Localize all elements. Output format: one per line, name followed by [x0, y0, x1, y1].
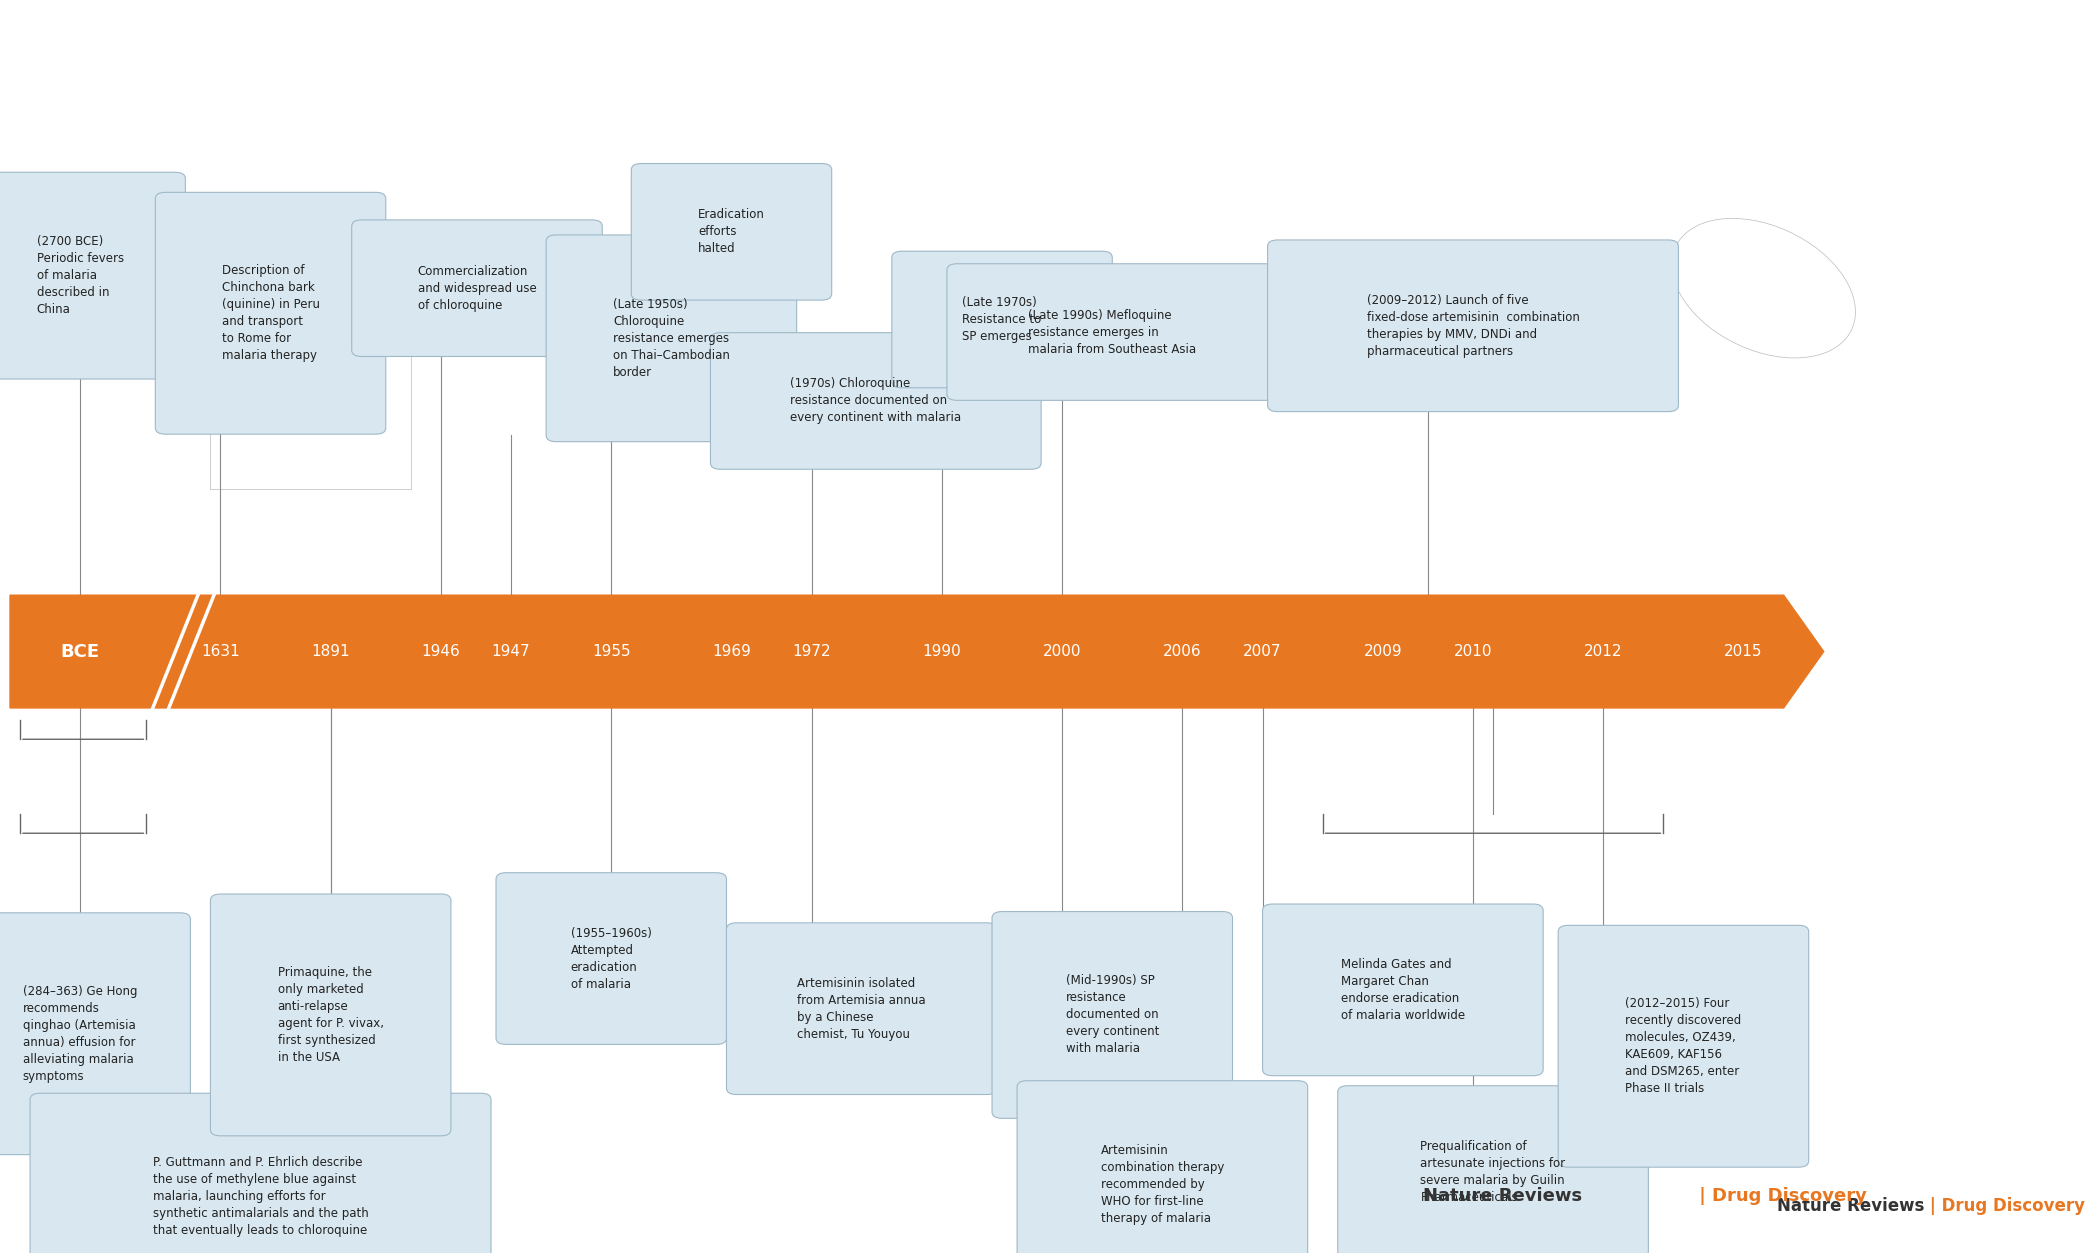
FancyBboxPatch shape	[351, 221, 603, 357]
Text: (Mid-1990s) SP
resistance
documented on
every continent
with malaria: (Mid-1990s) SP resistance documented on …	[1065, 975, 1159, 1055]
Text: 2009: 2009	[1363, 644, 1403, 659]
FancyBboxPatch shape	[710, 333, 1042, 469]
Text: | Drug Discovery: | Drug Discovery	[1693, 1188, 1867, 1205]
FancyBboxPatch shape	[1016, 1080, 1308, 1253]
Text: 1972: 1972	[792, 644, 832, 659]
Text: | Drug Discovery: | Drug Discovery	[1924, 1198, 2085, 1215]
Text: 2007: 2007	[1243, 644, 1281, 659]
Text: (Late 1970s)
Resistance to
SP emerges: (Late 1970s) Resistance to SP emerges	[962, 296, 1042, 343]
FancyBboxPatch shape	[727, 922, 998, 1095]
FancyBboxPatch shape	[155, 193, 386, 435]
Text: (Late 1990s) Mefloquine
resistance emerges in
malaria from Southeast Asia: (Late 1990s) Mefloquine resistance emerg…	[1029, 308, 1197, 356]
Text: 2015: 2015	[1724, 644, 1762, 659]
Text: 1955: 1955	[592, 644, 630, 659]
Text: (Late 1950s)
Chloroquine
resistance emerges
on Thai–Cambodian
border: (Late 1950s) Chloroquine resistance emer…	[613, 298, 731, 378]
Text: 1631: 1631	[202, 644, 239, 659]
Text: Prequalification of
artesunate injections for
severe malaria by Guilin
Pharmaceu: Prequalification of artesunate injection…	[1420, 1139, 1567, 1204]
Text: (2009–2012) Launch of five
fixed-dose artemisinin  combination
therapies by MMV,: (2009–2012) Launch of five fixed-dose ar…	[1367, 293, 1579, 358]
Bar	[210, 338, 412, 489]
Text: Nature Reviews: Nature Reviews	[1424, 1188, 1581, 1205]
FancyBboxPatch shape	[0, 173, 185, 380]
FancyBboxPatch shape	[546, 236, 796, 442]
Text: 1947: 1947	[491, 644, 531, 659]
Text: 1946: 1946	[422, 644, 460, 659]
Text: (1970s) Chloroquine
resistance documented on
every continent with malaria: (1970s) Chloroquine resistance documente…	[790, 377, 962, 425]
Text: 1990: 1990	[922, 644, 962, 659]
Text: P. Guttmann and P. Ehrlich describe
the use of methylene blue against
malaria, l: P. Guttmann and P. Ehrlich describe the …	[153, 1157, 368, 1237]
Text: 2012: 2012	[1583, 644, 1623, 659]
FancyBboxPatch shape	[1262, 905, 1544, 1075]
Text: Artemisinin
combination therapy
recommended by
WHO for first-line
therapy of mal: Artemisinin combination therapy recommen…	[1100, 1144, 1224, 1224]
Text: (2700 BCE)
Periodic fevers
of malaria
described in
China: (2700 BCE) Periodic fevers of malaria de…	[36, 236, 124, 316]
Text: Nature Reviews: Nature Reviews	[1777, 1198, 1924, 1215]
Text: (1955–1960s)
Attempted
eradication
of malaria: (1955–1960s) Attempted eradication of ma…	[571, 926, 651, 991]
Text: (284–363) Ge Hong
recommends
qinghao (Artemisia
annua) effusion for
alleviating : (284–363) Ge Hong recommends qinghao (Ar…	[23, 985, 137, 1083]
Text: 2000: 2000	[1044, 644, 1082, 659]
Text: (2012–2015) Four
recently discovered
molecules, OZ439,
KAE609, KAF156
and DSM265: (2012–2015) Four recently discovered mol…	[1625, 997, 1741, 1095]
Text: 1891: 1891	[311, 644, 351, 659]
FancyBboxPatch shape	[632, 164, 832, 301]
FancyBboxPatch shape	[947, 264, 1277, 401]
FancyBboxPatch shape	[1558, 925, 1808, 1168]
Text: Melinda Gates and
Margaret Chan
endorse eradication
of malaria worldwide: Melinda Gates and Margaret Chan endorse …	[1340, 957, 1466, 1022]
FancyBboxPatch shape	[0, 913, 191, 1155]
Text: Primaquine, the
only marketed
anti-relapse
agent for P. vivax,
first synthesized: Primaquine, the only marketed anti-relap…	[277, 966, 384, 1064]
FancyBboxPatch shape	[496, 873, 727, 1045]
FancyBboxPatch shape	[210, 895, 452, 1135]
Polygon shape	[10, 595, 1823, 708]
FancyBboxPatch shape	[29, 1093, 491, 1253]
FancyBboxPatch shape	[1268, 241, 1678, 411]
Text: Eradication
efforts
halted: Eradication efforts halted	[697, 208, 764, 256]
FancyBboxPatch shape	[1338, 1085, 1648, 1253]
Text: Artemisinin isolated
from Artemisia annua
by a Chinese
chemist, Tu Youyou: Artemisinin isolated from Artemisia annu…	[798, 976, 926, 1041]
Text: Description of
Chinchona bark
(quinine) in Peru
and transport
to Rome for
malari: Description of Chinchona bark (quinine) …	[223, 264, 319, 362]
Text: 1969: 1969	[712, 644, 752, 659]
Text: Commercialization
and widespread use
of chloroquine: Commercialization and widespread use of …	[418, 264, 536, 312]
Text: 2006: 2006	[1163, 644, 1201, 659]
FancyBboxPatch shape	[892, 252, 1113, 388]
FancyBboxPatch shape	[991, 912, 1233, 1119]
Text: BCE: BCE	[61, 643, 99, 660]
Text: 2010: 2010	[1453, 644, 1493, 659]
